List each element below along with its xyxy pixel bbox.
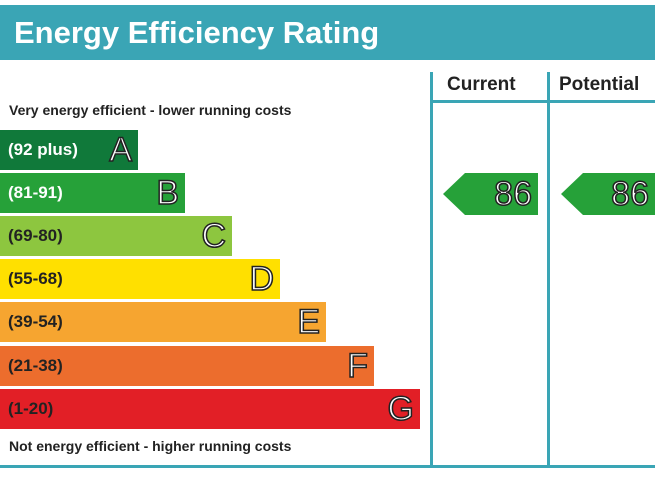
band-g: (1-20) G	[0, 389, 420, 429]
band-letter: G	[387, 389, 415, 429]
header-bar: Energy Efficiency Rating	[0, 5, 655, 60]
page-title: Energy Efficiency Rating	[14, 15, 380, 50]
band-e: (39-54) E	[0, 302, 326, 342]
current-rating-value: 86	[493, 174, 532, 214]
band-letter: A	[109, 130, 133, 170]
bottom-rule	[0, 465, 655, 468]
band-f: (21-38) F	[0, 346, 374, 386]
band-range: (92 plus)	[8, 140, 78, 159]
potential-rating-arrow: 86	[561, 173, 655, 215]
current-rating-arrow: 86	[443, 173, 538, 215]
band-letter: D	[249, 259, 275, 299]
band-range: (39-54)	[8, 312, 63, 331]
bottom-note: Not energy efficient - higher running co…	[9, 438, 292, 454]
band-c: (69-80) C	[0, 216, 232, 256]
column-header-potential: Potential	[559, 74, 640, 95]
band-range: (21-38)	[8, 356, 63, 375]
top-note: Very energy efficient - lower running co…	[9, 102, 292, 118]
column-divider-right	[547, 72, 550, 465]
band-b: (81-91) B	[0, 173, 185, 213]
band-range: (55-68)	[8, 269, 63, 288]
band-letter: E	[297, 302, 321, 342]
band-d: (55-68) D	[0, 259, 280, 299]
band-range: (69-80)	[8, 226, 63, 245]
band-range: (1-20)	[8, 399, 54, 418]
band-letter: C	[201, 216, 227, 256]
column-divider-left	[430, 72, 433, 465]
band-letter: B	[156, 173, 180, 213]
band-range: (81-91)	[8, 183, 63, 202]
column-header-rule	[430, 100, 655, 103]
band-a: (92 plus) A	[0, 130, 138, 170]
column-header-current: Current	[447, 74, 516, 95]
potential-rating-value: 86	[610, 174, 649, 214]
band-letter: F	[346, 346, 368, 386]
